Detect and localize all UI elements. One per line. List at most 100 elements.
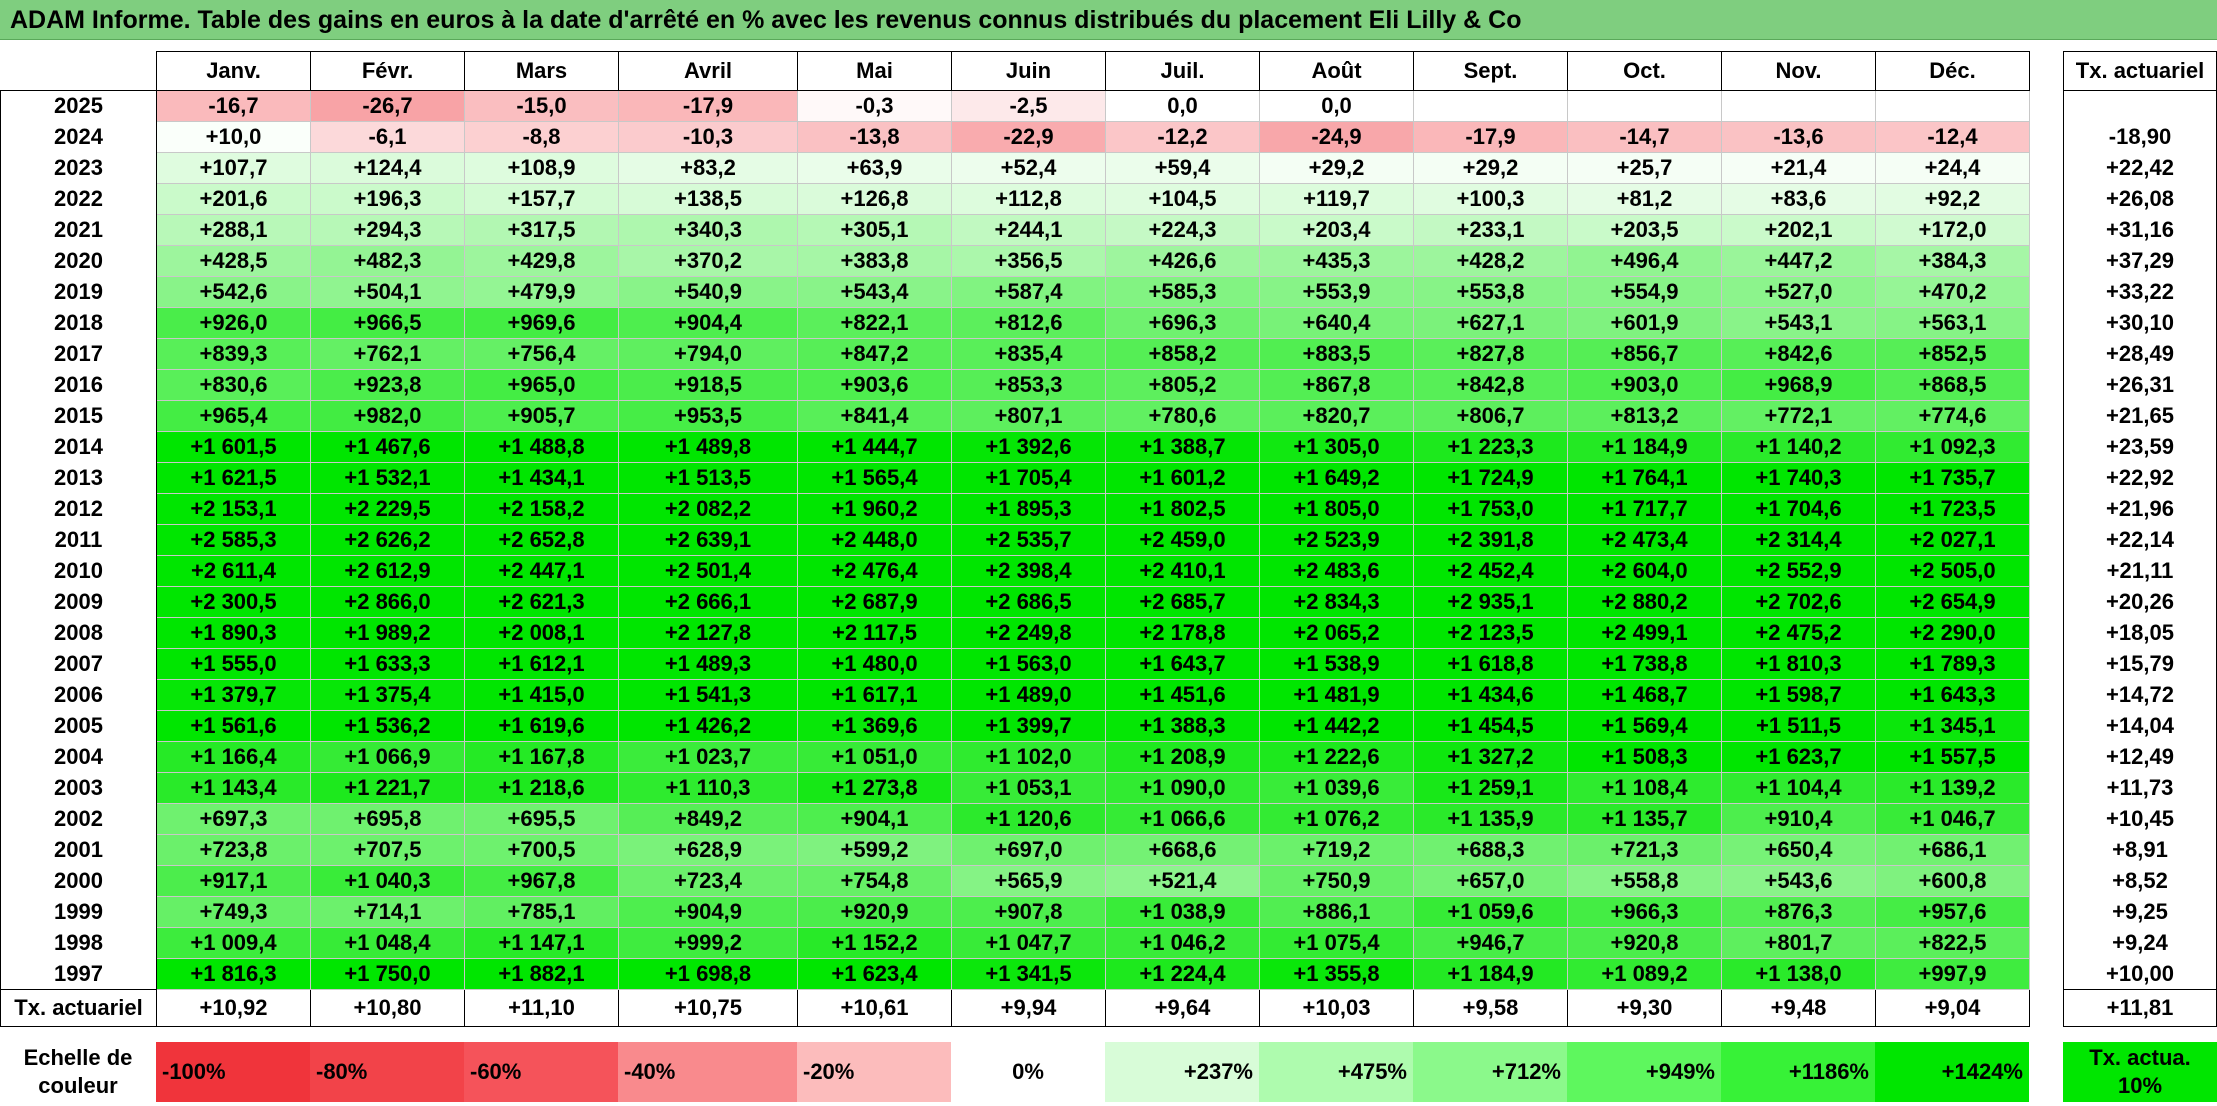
value-cell: +905,7 xyxy=(464,400,619,432)
year-cell: 2002 xyxy=(0,803,157,835)
table-row: 2003 +1 143,4 +1 221,7 +1 218,6 +1 110,3 +1 2… xyxy=(0,772,2030,804)
footer-value-cell: +9,04 xyxy=(1875,989,2030,1027)
value-cell: +543,1 xyxy=(1721,307,1876,339)
value-cell: +1 135,9 xyxy=(1413,803,1568,835)
tx-actuariel-cell: +8,52 xyxy=(2063,865,2217,897)
value-cell: +601,9 xyxy=(1567,307,1722,339)
tx-actuariel-cell: +14,04 xyxy=(2063,710,2217,742)
value-cell: +1 108,4 xyxy=(1567,772,1722,804)
tx-actuariel-cell: +21,65 xyxy=(2063,400,2217,432)
value-cell: +2 626,2 xyxy=(310,524,465,556)
value-cell: +965,0 xyxy=(464,369,619,401)
footer-tx-cell: +11,81 xyxy=(2063,989,2217,1027)
value-cell: +1 166,4 xyxy=(156,741,311,773)
table-row: 2024 +10,0 -6,1 -8,8 -10,3 -13,8 -22,9 -12,2 -24… xyxy=(0,121,2030,153)
value-cell: +918,5 xyxy=(618,369,798,401)
tx-actuariel-cell: +30,10 xyxy=(2063,307,2217,339)
value-cell: +1 090,0 xyxy=(1105,772,1260,804)
value-cell: +1 764,1 xyxy=(1567,462,1722,494)
year-cell: 2020 xyxy=(0,245,157,277)
value-cell: +2 178,8 xyxy=(1105,617,1260,649)
value-cell: +750,9 xyxy=(1259,865,1414,897)
value-cell: +1 633,3 xyxy=(310,648,465,680)
year-cell: 2025 xyxy=(0,90,157,122)
value-cell: +24,4 xyxy=(1875,152,2030,184)
value-cell: +1 047,7 xyxy=(951,927,1106,959)
value-cell xyxy=(1567,90,1722,122)
value-cell: -2,5 xyxy=(951,90,1106,122)
value-cell: -13,6 xyxy=(1721,121,1876,153)
value-cell: +63,9 xyxy=(797,152,952,184)
value-cell: +2 475,2 xyxy=(1721,617,1876,649)
value-cell: +1 508,3 xyxy=(1567,741,1722,773)
value-cell: +1 960,2 xyxy=(797,493,952,525)
value-cell: +383,8 xyxy=(797,245,952,277)
value-cell: +2 880,2 xyxy=(1567,586,1722,618)
value-cell: -16,7 xyxy=(156,90,311,122)
value-cell: -10,3 xyxy=(618,121,798,153)
footer-value-cell: +10,80 xyxy=(310,989,465,1027)
table-row: 2011 +2 585,3 +2 626,2 +2 652,8 +2 639,1 +2 4… xyxy=(0,524,2030,556)
value-cell: +2 410,1 xyxy=(1105,555,1260,587)
value-cell: +697,0 xyxy=(951,834,1106,866)
value-cell: +138,5 xyxy=(618,183,798,215)
value-cell: +1 805,0 xyxy=(1259,493,1414,525)
value-cell: +904,9 xyxy=(618,896,798,928)
footer-label: Tx. actuariel xyxy=(0,989,157,1027)
value-cell: +903,0 xyxy=(1567,369,1722,401)
value-cell: +83,6 xyxy=(1721,183,1876,215)
table-row: 2016 +830,6 +923,8 +965,0 +918,5 +903,6 +853,3… xyxy=(0,369,2030,401)
value-cell: +1 895,3 xyxy=(951,493,1106,525)
value-cell: +558,8 xyxy=(1567,865,1722,897)
legend-swatch: -40% xyxy=(618,1042,797,1102)
value-cell: +640,4 xyxy=(1259,307,1414,339)
value-cell: +196,3 xyxy=(310,183,465,215)
year-cell: 2015 xyxy=(0,400,157,432)
year-cell: 2024 xyxy=(0,121,157,153)
table-row: 2012 +2 153,1 +2 229,5 +2 158,2 +2 082,2 +1 9… xyxy=(0,493,2030,525)
value-cell: +2 158,2 xyxy=(464,493,619,525)
value-cell: +2 552,9 xyxy=(1721,555,1876,587)
value-cell: +1 040,3 xyxy=(310,865,465,897)
value-cell: +852,5 xyxy=(1875,338,2030,370)
tx-actuariel-cell: +26,08 xyxy=(2063,183,2217,215)
value-cell: +429,8 xyxy=(464,245,619,277)
value-cell: +697,3 xyxy=(156,803,311,835)
value-cell: +920,9 xyxy=(797,896,952,928)
table-row: 2008 +1 890,3 +1 989,2 +2 008,1 +2 127,8 +2 1… xyxy=(0,617,2030,649)
tx-actuariel-cell: +22,14 xyxy=(2063,524,2217,556)
value-cell: +1 273,8 xyxy=(797,772,952,804)
value-cell: +1 511,5 xyxy=(1721,710,1876,742)
value-cell: +1 569,4 xyxy=(1567,710,1722,742)
value-cell: +707,5 xyxy=(310,834,465,866)
value-cell: +2 604,0 xyxy=(1567,555,1722,587)
value-cell: +1 102,0 xyxy=(951,741,1106,773)
value-cell: +29,2 xyxy=(1413,152,1568,184)
value-cell: +772,1 xyxy=(1721,400,1876,432)
tx-actuariel-cell: +21,11 xyxy=(2063,555,2217,587)
value-cell: +774,6 xyxy=(1875,400,2030,432)
year-cell: 2019 xyxy=(0,276,157,308)
value-cell: +719,2 xyxy=(1259,834,1414,866)
month-header: Févr. xyxy=(310,51,465,91)
value-cell: +1 046,7 xyxy=(1875,803,2030,835)
value-cell: +1 467,6 xyxy=(310,431,465,463)
tx-actuariel-column: Tx. actuariel -18,90 +22,42 +26,08 +31,16 +3… xyxy=(2063,51,2217,1027)
value-cell: +2 666,1 xyxy=(618,586,798,618)
year-cell: 2023 xyxy=(0,152,157,184)
value-cell: +754,8 xyxy=(797,865,952,897)
table-row: 2020 +428,5 +482,3 +429,8 +370,2 +383,8 +356,5… xyxy=(0,245,2030,277)
value-cell: +29,2 xyxy=(1259,152,1414,184)
value-cell: +124,4 xyxy=(310,152,465,184)
value-cell: +2 585,3 xyxy=(156,524,311,556)
table-row: 2006 +1 379,7 +1 375,4 +1 415,0 +1 541,3 +1 6… xyxy=(0,679,2030,711)
value-cell: +867,8 xyxy=(1259,369,1414,401)
tx-actuariel-cell: +21,96 xyxy=(2063,493,2217,525)
color-scale-legend: Echelle de couleur -100% -80% -60% -40% -20%… xyxy=(0,1042,2029,1102)
value-cell: +1 598,7 xyxy=(1721,679,1876,711)
value-cell: +1 138,0 xyxy=(1721,958,1876,990)
value-cell: +305,1 xyxy=(797,214,952,246)
value-cell: -26,7 xyxy=(310,90,465,122)
value-cell: +384,3 xyxy=(1875,245,2030,277)
value-cell: +1 184,9 xyxy=(1567,431,1722,463)
